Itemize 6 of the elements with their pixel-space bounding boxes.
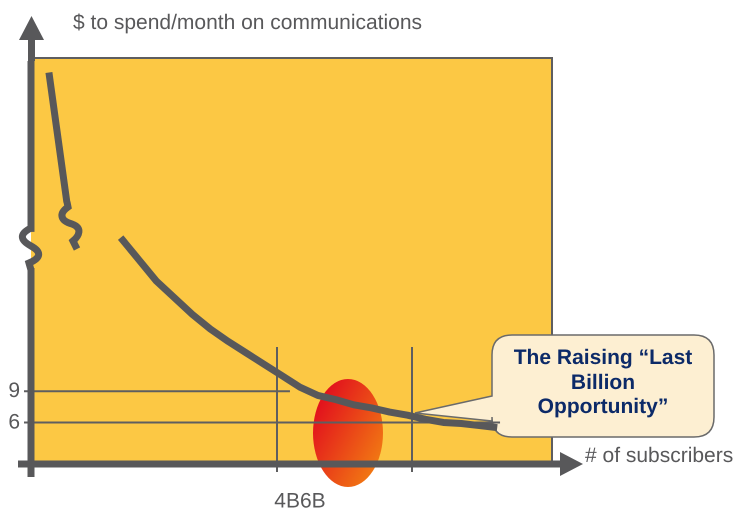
x-axis-title: # of subscribers <box>585 444 734 467</box>
y-tick-label: 6 <box>8 410 20 434</box>
y-axis-title: $ to spend/month on communications <box>73 11 422 34</box>
x-tick-label: 4B6B <box>274 489 326 510</box>
annotation: The Raising “Last Billion Opportunity” <box>512 346 694 420</box>
y-tick-label: 9 <box>8 379 20 402</box>
